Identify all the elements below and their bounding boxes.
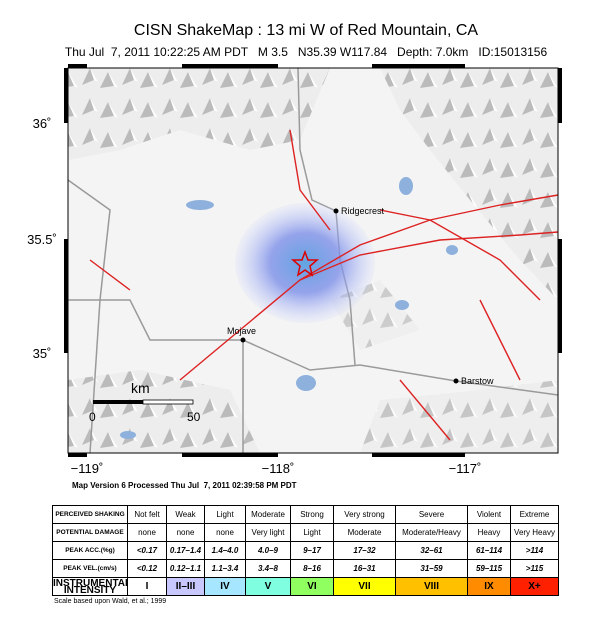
map-title: CISN ShakeMap : 13 mi W of Red Mountain,… [133, 22, 479, 39]
scale-tick: 50 [187, 410, 201, 424]
longitude-label: −117˚ [449, 461, 482, 476]
frame-ticks [64, 64, 562, 457]
scale-bar [142, 399, 194, 405]
legend-cell: VI [290, 577, 334, 596]
legend-cell: none [204, 523, 246, 542]
legend-cell: >115 [510, 559, 559, 578]
footnote: Scale based upon Wald, et al.; 1999 [54, 598, 167, 605]
legend-cell: 1.1–3.4 [204, 559, 246, 578]
map-version: Map Version 6 Processed Thu Jul 7, 2011 … [72, 481, 297, 490]
legend-cell: Extreme [510, 505, 559, 524]
latitude-label: 36˚ [33, 116, 52, 131]
legend-cell: 0.17–1.4 [166, 541, 205, 560]
legend-row: PERCEIVED SHAKING Not felt Weak Light Modera… [52, 505, 559, 524]
faults [89, 129, 559, 441]
legend-cell: <0.17 [127, 541, 167, 560]
legend-cell: Severe [395, 505, 468, 524]
legend-cell: Light [204, 505, 246, 524]
legend-cell: none [127, 523, 167, 542]
scale-tick: 0 [89, 410, 96, 424]
row-header: POTENTIAL DAMAGE [52, 523, 128, 542]
legend-cell: 1.4–4.0 [204, 541, 246, 560]
legend-cell: I [127, 577, 167, 596]
legend-cell: Moderate [333, 523, 396, 542]
legend-cell: Weak [166, 505, 205, 524]
intensity-legend: PERCEIVED SHAKING Not felt Weak Light Modera… [52, 505, 559, 596]
legend-cell: 9–17 [290, 541, 334, 560]
place-label: Mojave [227, 326, 256, 336]
shaking-area [235, 203, 375, 323]
terrain [68, 68, 558, 453]
legend-cell: 32–61 [395, 541, 468, 560]
legend-cell: 17–32 [333, 541, 396, 560]
legend-row: PEAK ACC.(%g) <0.17 0.17–1.4 1.4–4.0 4.0–9 9–… [52, 541, 559, 560]
legend-cell: IV [204, 577, 246, 596]
legend-cell: <0.12 [127, 559, 167, 578]
legend-cell: 3.4–8 [245, 559, 291, 578]
place-label: Barstow [461, 376, 494, 386]
legend-cell: none [166, 523, 205, 542]
legend-cell: Very light [245, 523, 291, 542]
legend-cell: 61–114 [467, 541, 511, 560]
epicenter [290, 249, 320, 277]
legend-cell: Not felt [127, 505, 167, 524]
scale-bar [93, 400, 143, 404]
legend-cell: Light [290, 523, 334, 542]
legend-cell: Very Heavy [510, 523, 559, 542]
row-header: INSTRUMENTAL INTENSITY [52, 577, 128, 596]
event-info: Thu Jul 7, 2011 10:22:25 AM PDT M 3.5 N3… [64, 45, 548, 59]
place-dots [240, 208, 459, 384]
longitude-label: −119˚ [71, 461, 104, 476]
row-header: PEAK VEL.(cm/s) [52, 559, 128, 578]
legend-cell: >114 [510, 541, 559, 560]
row-header: PEAK ACC.(%g) [52, 541, 128, 560]
latitude-label: 35.5˚ [27, 232, 57, 247]
legend-row: PEAK VEL.(cm/s) <0.12 0.12–1.1 1.1–3.4 3.4–8… [52, 559, 559, 578]
lakes [120, 177, 458, 439]
map: Ridgecrest Mojave Barstow km 0 50 36˚ 35… [27, 64, 562, 476]
legend-cell: Moderate [245, 505, 291, 524]
legend-cell: Heavy [467, 523, 511, 542]
legend-cell: Violent [467, 505, 511, 524]
legend-cell: Strong [290, 505, 334, 524]
legend-cell: V [245, 577, 291, 596]
legend-cell: 59–115 [467, 559, 511, 578]
legend-cell: 8–16 [290, 559, 334, 578]
row-header: PERCEIVED SHAKING [52, 505, 128, 524]
legend-cell: 16–31 [333, 559, 396, 578]
legend-cell: 4.0–9 [245, 541, 291, 560]
place-label: Ridgecrest [341, 206, 385, 216]
legend-row: INSTRUMENTAL INTENSITY I II–III IV V VI VII VII… [52, 577, 559, 596]
legend-cell: X+ [510, 577, 559, 596]
scale-unit: km [131, 380, 150, 396]
legend-cell: VIII [395, 577, 468, 596]
longitude-label: −118˚ [262, 461, 295, 476]
legend-row: POTENTIAL DAMAGE none none none Very light Li… [52, 523, 559, 542]
legend-cell: 31–59 [395, 559, 468, 578]
legend-cell: II–III [166, 577, 205, 596]
legend-cell: Moderate/Heavy [395, 523, 468, 542]
legend-cell: VII [333, 577, 396, 596]
latitude-label: 35˚ [33, 346, 52, 361]
legend-cell: Very strong [333, 505, 396, 524]
legend-cell: IX [467, 577, 511, 596]
legend-cell: 0.12–1.1 [166, 559, 205, 578]
